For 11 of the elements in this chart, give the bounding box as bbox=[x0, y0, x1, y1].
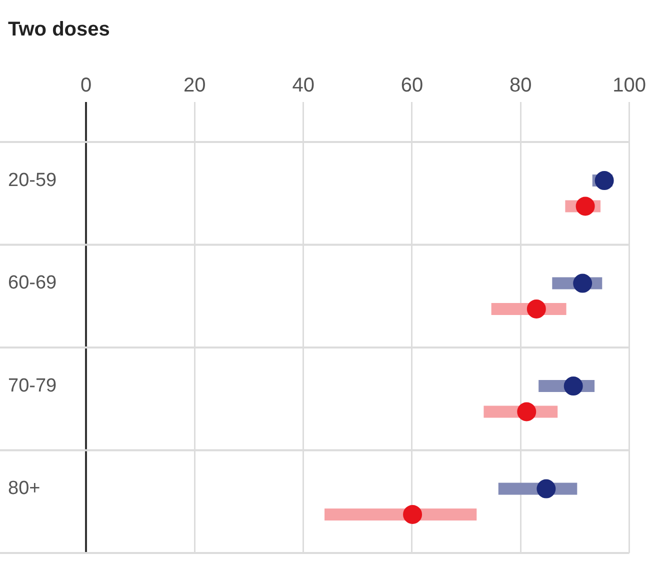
y-tick-label: 80+ bbox=[8, 478, 40, 500]
chart-title: Two doses bbox=[8, 18, 110, 41]
x-tick-label: 60 bbox=[400, 74, 424, 97]
y-tick-label: 70-79 bbox=[8, 375, 57, 396]
x-tick-label: 20 bbox=[184, 74, 206, 97]
y-tick-label: 20-59 bbox=[8, 170, 57, 191]
x-tick-label: 0 bbox=[80, 74, 92, 97]
x-tick-label: 80 bbox=[510, 74, 532, 97]
y-tick-label: 60-69 bbox=[8, 272, 57, 294]
x-tick-label: 100 bbox=[612, 74, 646, 97]
x-tick-label: 40 bbox=[292, 74, 314, 97]
